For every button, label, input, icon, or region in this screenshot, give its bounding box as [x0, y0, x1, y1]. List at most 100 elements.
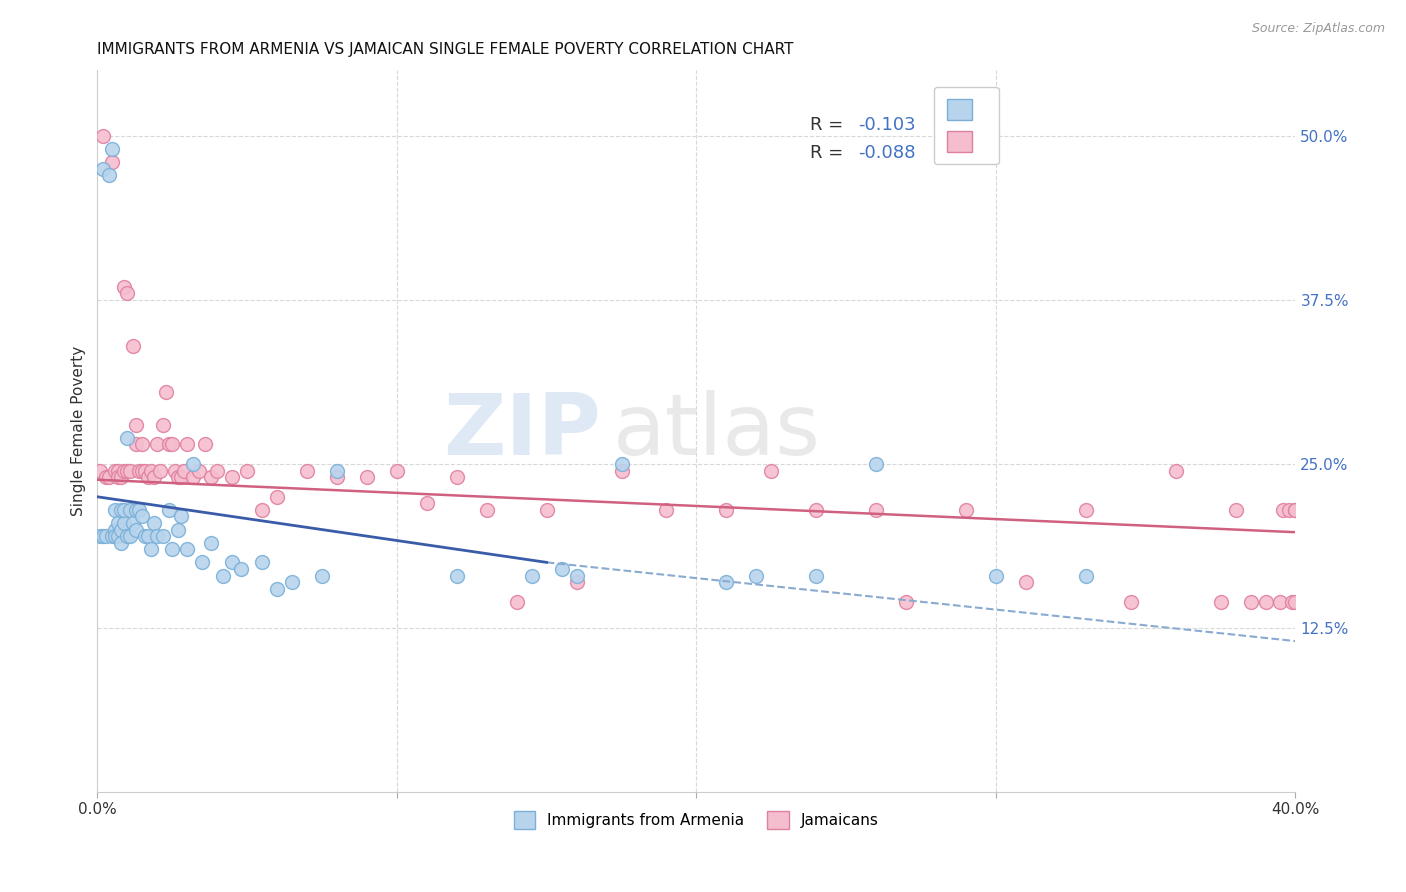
Point [160, 437, 183, 451]
Point [128, 464, 150, 478]
Point [1015, 575, 1038, 590]
Point [236, 464, 259, 478]
Point [141, 464, 163, 478]
Point [131, 509, 153, 524]
Point [160, 542, 183, 557]
Point [117, 464, 139, 478]
Point [761, 464, 783, 478]
Point [250, 555, 273, 569]
Point [143, 516, 166, 530]
Point [136, 470, 159, 484]
Point [1239, 595, 1261, 609]
Point [610, 464, 633, 478]
Point [536, 503, 558, 517]
Text: 77: 77 [966, 145, 988, 162]
Point [117, 431, 139, 445]
Point [281, 575, 304, 590]
Point [806, 503, 828, 517]
Point [136, 529, 159, 543]
Point [984, 568, 1007, 582]
Y-axis label: Single Female Poverty: Single Female Poverty [72, 346, 86, 516]
Point [311, 568, 333, 582]
Point [96, 529, 118, 543]
Point [806, 568, 828, 582]
Point [110, 470, 132, 484]
Point [266, 582, 288, 596]
Point [117, 286, 139, 301]
Point [120, 529, 142, 543]
Legend: Immigrants from Armenia, Jamaicans: Immigrants from Armenia, Jamaicans [508, 805, 886, 835]
Point [104, 503, 127, 517]
Point [146, 437, 169, 451]
Point [1254, 595, 1277, 609]
Point [125, 417, 148, 432]
Text: -0.088: -0.088 [858, 145, 915, 162]
Point [122, 516, 145, 530]
Point [131, 464, 153, 478]
Point [107, 464, 129, 478]
Point [110, 503, 132, 517]
Point [167, 470, 190, 484]
Point [955, 503, 977, 517]
Point [152, 417, 174, 432]
Point [1284, 503, 1306, 517]
Point [188, 464, 211, 478]
Text: Source: ZipAtlas.com: Source: ZipAtlas.com [1251, 22, 1385, 36]
Point [170, 509, 193, 524]
Point [1119, 595, 1142, 609]
Point [205, 464, 228, 478]
Point [110, 535, 132, 549]
Point [1225, 503, 1247, 517]
Point [1278, 503, 1301, 517]
Point [146, 529, 169, 543]
Point [565, 575, 588, 590]
Point [125, 437, 148, 451]
Point [112, 503, 135, 517]
Point [326, 470, 349, 484]
Point [191, 555, 214, 569]
Point [229, 562, 252, 576]
Point [89, 529, 111, 543]
Point [98, 169, 121, 183]
Point [165, 464, 187, 478]
Text: IMMIGRANTS FROM ARMENIA VS JAMAICAN SINGLE FEMALE POVERTY CORRELATION CHART: IMMIGRANTS FROM ARMENIA VS JAMAICAN SING… [97, 42, 794, 57]
Point [155, 384, 177, 399]
Point [446, 568, 468, 582]
Point [1281, 595, 1303, 609]
Point [125, 523, 148, 537]
Point [157, 437, 180, 451]
Point [475, 503, 498, 517]
Point [505, 595, 527, 609]
Text: N =: N = [929, 145, 981, 162]
Point [93, 529, 115, 543]
Point [1284, 503, 1306, 517]
Point [610, 457, 633, 471]
Point [894, 595, 917, 609]
Point [120, 503, 142, 517]
Point [716, 575, 738, 590]
Point [120, 464, 142, 478]
Point [131, 437, 153, 451]
Point [221, 555, 243, 569]
Point [416, 496, 439, 510]
Point [1074, 503, 1097, 517]
Point [107, 516, 129, 530]
Point [112, 280, 135, 294]
Point [101, 155, 124, 169]
Text: 59: 59 [966, 116, 988, 134]
Point [221, 470, 243, 484]
Text: -0.103: -0.103 [858, 116, 915, 134]
Point [157, 503, 180, 517]
Point [149, 464, 172, 478]
Point [128, 503, 150, 517]
Point [104, 464, 127, 478]
Point [104, 529, 127, 543]
Point [141, 542, 163, 557]
Point [200, 535, 222, 549]
Point [565, 568, 588, 582]
Point [176, 437, 198, 451]
Point [134, 529, 156, 543]
Point [125, 503, 148, 517]
Point [152, 529, 174, 543]
Text: N =: N = [929, 116, 981, 134]
